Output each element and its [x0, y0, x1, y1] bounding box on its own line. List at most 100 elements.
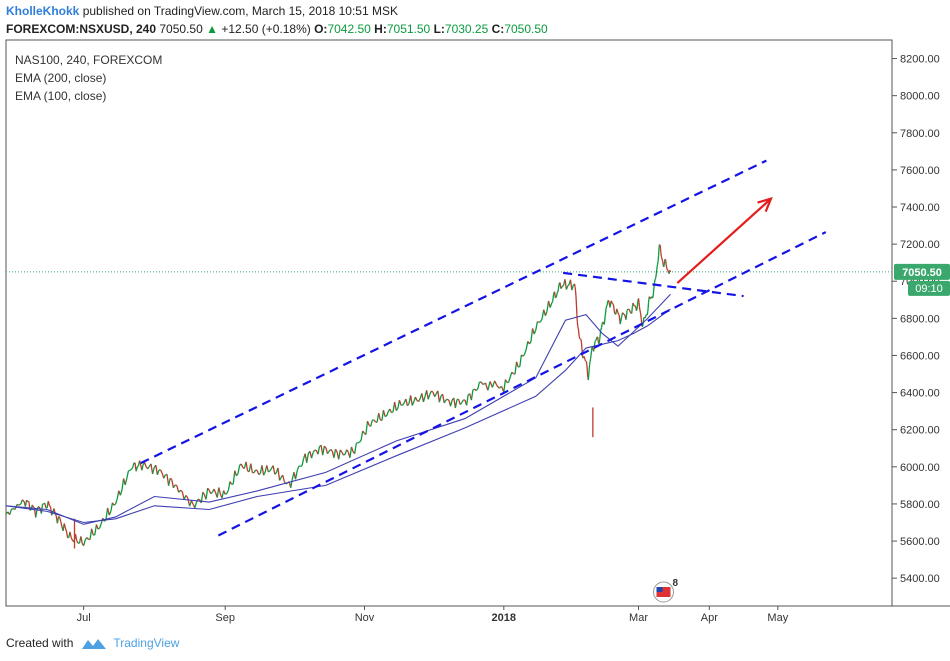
price-segment	[647, 302, 650, 312]
price-segment	[272, 465, 276, 475]
price-segment	[213, 488, 217, 494]
price-segment	[349, 446, 353, 458]
legend-ema-100[interactable]: EMA (100, close)	[15, 89, 107, 103]
price-segment	[418, 398, 421, 402]
price-segment	[622, 312, 625, 315]
price-segment	[224, 492, 228, 495]
price-segment	[605, 305, 608, 309]
price-segment	[665, 260, 668, 267]
price-segment	[546, 300, 550, 312]
price-segment	[48, 504, 52, 508]
price-segment	[470, 389, 474, 401]
price-segment	[370, 420, 373, 427]
price-segment	[564, 279, 568, 290]
price-segment	[99, 523, 102, 529]
projection-arrow-head	[757, 196, 773, 213]
price-segment	[261, 465, 265, 476]
author-link[interactable]: KholleKhokk	[6, 4, 80, 18]
price-segment	[339, 449, 343, 453]
legend-ema-200[interactable]: EMA (200, close)	[15, 71, 107, 85]
price-segment	[461, 399, 464, 404]
price-segment	[207, 487, 210, 491]
price-segment	[150, 463, 154, 474]
price-segment	[138, 460, 142, 466]
price-segment	[465, 394, 469, 406]
legend-series[interactable]: NAS100, 240, FOREXCOM	[15, 53, 163, 67]
price-segment	[603, 316, 606, 325]
last-price-badge-label: 7050.50	[902, 267, 942, 279]
price-segment	[296, 466, 300, 472]
price-segment	[18, 503, 21, 506]
price-segment	[91, 528, 94, 536]
tradingview-logo-icon	[82, 639, 107, 649]
price-segment	[648, 296, 651, 298]
price-segment	[620, 312, 624, 319]
y-tick-label: 7800.00	[900, 128, 940, 140]
price-segment	[227, 481, 231, 491]
price-segment	[20, 499, 24, 505]
y-tick-label: 6000.00	[900, 462, 940, 474]
price-segment	[504, 379, 508, 383]
price-segment	[210, 491, 213, 495]
price-segment	[445, 398, 448, 401]
price-segment	[76, 540, 79, 544]
price-segment	[528, 341, 532, 345]
price-segment	[110, 502, 114, 512]
price-segment	[405, 398, 409, 406]
price-segment	[434, 393, 437, 397]
price-segment	[44, 503, 47, 509]
price-segment	[626, 308, 629, 311]
x-tick-label: Jul	[77, 612, 91, 624]
price-segment	[503, 379, 507, 393]
price-segment	[606, 300, 609, 306]
price-segment	[322, 446, 325, 456]
price-segment	[669, 269, 672, 273]
projection-arrow-line	[676, 197, 772, 284]
footer-brand[interactable]: TradingView	[113, 636, 180, 650]
price-segment	[561, 284, 565, 287]
price-segment	[664, 258, 667, 261]
price-segment	[9, 509, 13, 515]
price-segment	[178, 489, 181, 493]
price-segment	[414, 396, 418, 401]
price-segment	[438, 395, 442, 403]
price-segment	[604, 307, 607, 317]
price-segment	[64, 527, 68, 532]
price-segment	[263, 471, 266, 476]
price-segment	[205, 488, 209, 500]
price-segment	[409, 395, 413, 406]
footer: Created with TradingView	[6, 636, 179, 650]
price-segment	[397, 400, 401, 409]
price-segment	[523, 349, 527, 355]
price-segment	[350, 446, 354, 452]
price-segment	[378, 412, 381, 420]
price-segment	[83, 539, 86, 546]
price-segment	[185, 495, 189, 499]
price-segment	[187, 497, 191, 507]
price-segment	[358, 439, 362, 443]
price-segment	[136, 465, 139, 468]
price-segment	[325, 447, 329, 454]
price-segment	[256, 470, 260, 475]
price-segment	[544, 311, 548, 316]
price-segment	[522, 353, 526, 357]
change-arrow-icon: ▲	[206, 22, 218, 36]
price-segment	[253, 469, 257, 474]
price-segment	[394, 401, 397, 411]
price-segment	[119, 489, 123, 496]
price-segment	[617, 312, 620, 316]
price-segment	[597, 337, 599, 343]
price-segment	[628, 309, 632, 313]
price-segment	[443, 399, 447, 404]
price-segment	[395, 407, 399, 411]
low-value: 7030.25	[444, 22, 489, 36]
price-segment	[258, 472, 261, 476]
symbol-name[interactable]: FOREXCOM:NSXUSD, 240	[6, 22, 157, 36]
price-segment	[128, 469, 131, 472]
price-segment	[634, 305, 637, 308]
x-tick-label: May	[767, 612, 788, 624]
chart-canvas[interactable]: 8200.00 8000.00 7800.00 7600.00 7400.00 7200.…	[0, 0, 950, 630]
price-segment	[494, 380, 498, 386]
price-segment	[553, 291, 557, 298]
